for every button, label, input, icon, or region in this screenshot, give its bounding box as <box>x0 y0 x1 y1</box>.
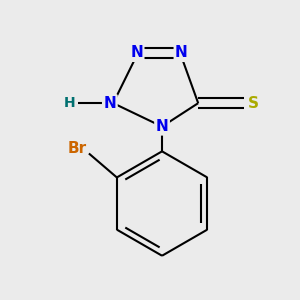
Text: Br: Br <box>67 141 86 156</box>
Text: N: N <box>103 96 116 111</box>
Text: S: S <box>248 96 259 111</box>
Text: H: H <box>64 96 76 110</box>
Text: N: N <box>175 46 188 61</box>
Text: N: N <box>130 46 143 61</box>
Text: N: N <box>156 119 168 134</box>
